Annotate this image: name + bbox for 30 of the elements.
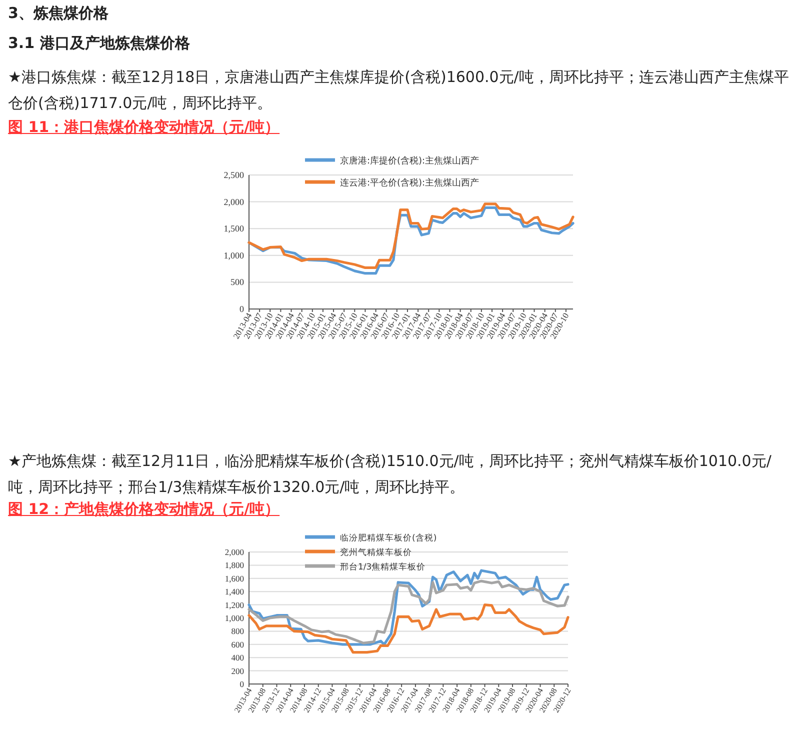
y-tick-label: 600: [231, 639, 244, 650]
line-series: [248, 580, 570, 644]
line-series: [248, 604, 570, 654]
y-tick-label: 200: [231, 666, 244, 676]
legend-label: 邢台1/3焦精煤车板价: [340, 562, 426, 572]
legend-label: 京唐港:库提价(含税):主焦煤山西产: [340, 156, 480, 166]
y-tick-label: 1,600: [224, 573, 244, 584]
y-tick-label: 1,400: [224, 586, 244, 597]
text: ★港口炼焦煤：截至12月18日，京唐港山西产主焦煤库提价(含税)1600.0元/吨，周环比持平；连云港山西产主焦煤平仓价(含税)1717.0元/吨，周环比持平。: [8, 67, 790, 114]
text: 3、炼焦煤价格: [8, 4, 108, 23]
legend-label: 兖州气精煤车板价: [340, 547, 412, 558]
y-tick-label: 1,800: [224, 560, 244, 570]
chart-title: 图 12：产地焦煤价格变动情况（元/吨）: [8, 500, 280, 519]
y-tick-label: 500: [230, 277, 244, 288]
y-tick-label: 800: [231, 626, 244, 636]
y-tick-label: 0: [240, 304, 244, 314]
chart-title: 图 11：港口焦煤价格变动情况（元/吨）: [8, 118, 280, 137]
y-tick-label: 1,000: [224, 613, 244, 623]
legend-label: 临汾肥精煤车板价(含税): [340, 532, 437, 544]
y-tick-label: 1,200: [224, 600, 244, 610]
y-tick-label: 400: [231, 652, 244, 663]
text: ★产地炼焦煤：截至12月11日，临汾肥精煤车板价(含税)1510.0元/吨，周环比持平；兖州气精煤车板价1010.0元/吨，周环比持平；邢台1/3焦精煤车板价1320.0元/吨，周环比持平。: [8, 451, 772, 498]
y-tick-label: 2,000: [224, 547, 244, 557]
y-tick-label: 1,000: [224, 250, 244, 260]
y-tick-label: 2,000: [224, 196, 244, 207]
y-tick-label: 2,500: [224, 170, 244, 180]
legend-label: 连云港:平仓价(含税):主焦煤山西产: [340, 178, 480, 188]
y-tick-label: 0: [240, 679, 244, 689]
text: 3.1 港口及产地炼焦煤价格: [8, 34, 190, 53]
y-tick-label: 1,500: [224, 224, 244, 234]
